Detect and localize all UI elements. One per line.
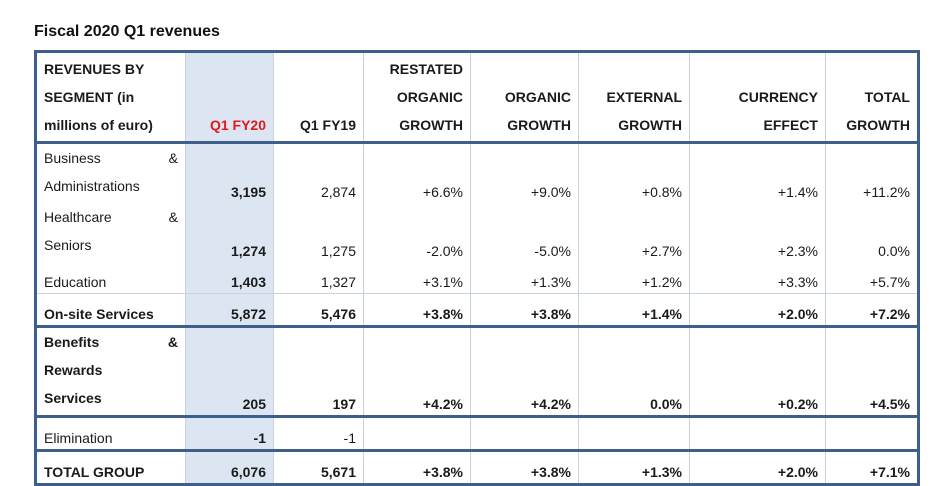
cell-q1fy19: 197 — [273, 326, 364, 418]
cell-external: +1.3% — [578, 450, 690, 486]
table-row-total: TOTAL GROUP 6,076 5,671 +3.8% +3.8% +1.3… — [34, 450, 920, 486]
header-external-growth: EXTERNAL GROWTH — [578, 50, 690, 144]
header-currency-effect: CURRENCY EFFECT — [689, 50, 826, 144]
header-total-growth: TOTAL GROWTH — [825, 50, 920, 144]
cell-currency: +2.0% — [689, 293, 826, 328]
cell-currency: +0.2% — [689, 326, 826, 418]
cell-q1fy20: 6,076 — [185, 450, 274, 486]
header-q1fy19: Q1 FY19 — [273, 50, 364, 144]
cell-restated — [363, 416, 471, 452]
row-label: Healthcare & Seniors — [34, 203, 186, 262]
cell-total: +7.2% — [825, 293, 920, 328]
header-q1fy20: Q1 FY20 — [185, 50, 274, 144]
cell-restated: +3.8% — [363, 293, 471, 328]
header-segment: REVENUES BY SEGMENT (in millions of euro… — [34, 50, 186, 144]
cell-total: +11.2% — [825, 142, 920, 203]
cell-total: +7.1% — [825, 450, 920, 486]
header-segment-line-2: SEGMENT (in — [44, 89, 135, 105]
cell-restated: +4.2% — [363, 326, 471, 418]
header-restated-organic-growth: RESTATED ORGANIC GROWTH — [363, 50, 471, 144]
table-row: Business & Administrations 3,195 2,874 +6… — [34, 142, 920, 203]
cell-total — [825, 416, 920, 452]
cell-external: +1.2% — [578, 262, 690, 294]
cell-organic: +3.8% — [470, 293, 579, 328]
cell-q1fy19: 5,671 — [273, 450, 364, 486]
cell-organic: -5.0% — [470, 203, 579, 262]
cell-q1fy19: 1,275 — [273, 203, 364, 262]
header-segment-line-1: REVENUES BY — [44, 61, 145, 77]
row-label: On-site Services — [34, 293, 186, 328]
cell-organic: +9.0% — [470, 142, 579, 203]
cell-q1fy20: 1,274 — [185, 203, 274, 262]
cell-currency: +3.3% — [689, 262, 826, 294]
header-segment-line-3: millions of euro) — [44, 117, 153, 133]
cell-q1fy19: -1 — [273, 416, 364, 452]
table-row-subtotal: On-site Services 5,872 5,476 +3.8% +3.8%… — [34, 293, 920, 328]
cell-organic: +4.2% — [470, 326, 579, 418]
cell-external: +2.7% — [578, 203, 690, 262]
row-label: TOTAL GROUP — [34, 450, 186, 486]
table-row: Education 1,403 1,327 +3.1% +1.3% +1.2% … — [34, 262, 920, 294]
cell-q1fy20: 5,872 — [185, 293, 274, 328]
page-title: Fiscal 2020 Q1 revenues — [34, 23, 220, 40]
row-label: Benefits & Rewards Services — [34, 326, 186, 418]
cell-q1fy19: 2,874 — [273, 142, 364, 203]
cell-restated: +6.6% — [363, 142, 471, 203]
cell-q1fy20: 3,195 — [185, 142, 274, 203]
cell-organic: +1.3% — [470, 262, 579, 294]
cell-q1fy20: -1 — [185, 416, 274, 452]
table-row: Elimination -1 -1 — [34, 416, 920, 452]
cell-currency: +1.4% — [689, 142, 826, 203]
cell-external: 0.0% — [578, 326, 690, 418]
cell-q1fy20: 1,403 — [185, 262, 274, 294]
revenue-table: REVENUES BY SEGMENT (in millions of euro… — [34, 50, 920, 486]
row-label: Education — [34, 262, 186, 294]
cell-restated: +3.8% — [363, 450, 471, 486]
cell-total: +4.5% — [825, 326, 920, 418]
cell-organic — [470, 416, 579, 452]
table-header-row: REVENUES BY SEGMENT (in millions of euro… — [34, 50, 920, 144]
cell-organic: +3.8% — [470, 450, 579, 486]
header-organic-growth: ORGANIC GROWTH — [470, 50, 579, 144]
cell-currency: +2.0% — [689, 450, 826, 486]
cell-external — [578, 416, 690, 452]
row-label: Business & Administrations — [34, 142, 186, 203]
cell-q1fy19: 5,476 — [273, 293, 364, 328]
table-row: Healthcare & Seniors 1,274 1,275 -2.0% -5… — [34, 203, 920, 262]
cell-restated: -2.0% — [363, 203, 471, 262]
cell-total: 0.0% — [825, 203, 920, 262]
cell-q1fy19: 1,327 — [273, 262, 364, 294]
row-label: Elimination — [34, 416, 186, 452]
cell-external: +1.4% — [578, 293, 690, 328]
cell-total: +5.7% — [825, 262, 920, 294]
cell-restated: +3.1% — [363, 262, 471, 294]
cell-currency — [689, 416, 826, 452]
cell-external: +0.8% — [578, 142, 690, 203]
table-row-subtotal: Benefits & Rewards Services 205 197 +4.2%… — [34, 326, 920, 418]
cell-q1fy20: 205 — [185, 326, 274, 418]
cell-currency: +2.3% — [689, 203, 826, 262]
